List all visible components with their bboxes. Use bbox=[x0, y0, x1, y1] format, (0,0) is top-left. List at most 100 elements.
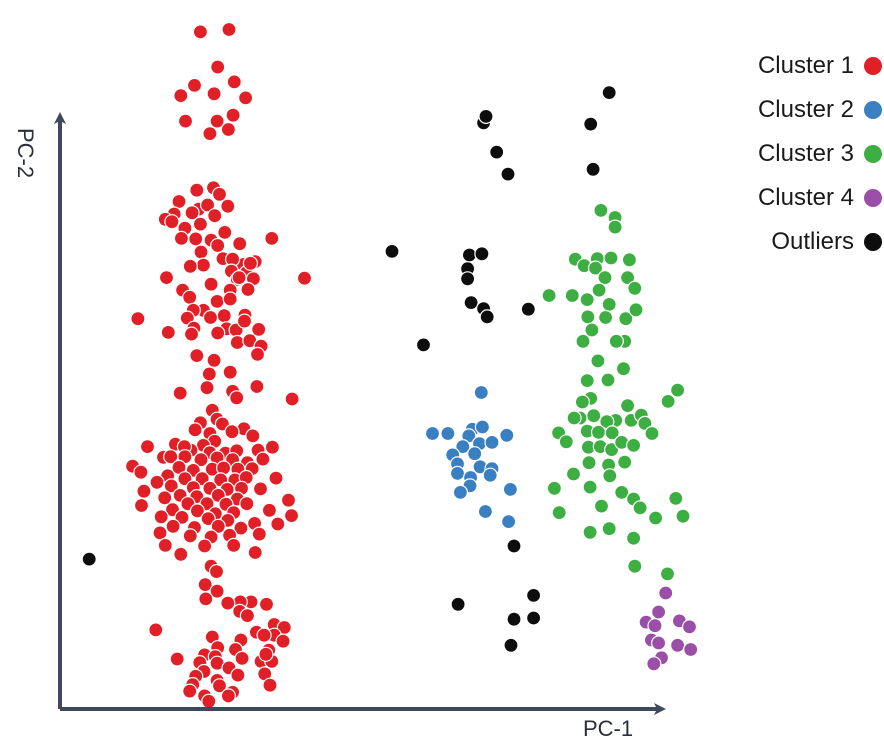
point-cluster-1-83 bbox=[284, 391, 300, 407]
point-cluster-3-33 bbox=[586, 408, 602, 424]
point-cluster-1-145 bbox=[280, 492, 297, 508]
point-cluster-3-15 bbox=[579, 292, 595, 308]
point-outliers-2 bbox=[478, 108, 494, 125]
point-cluster-3-37 bbox=[590, 424, 607, 440]
point-cluster-3-6 bbox=[603, 250, 619, 266]
point-cluster-3-27 bbox=[579, 373, 595, 389]
point-cluster-1-71 bbox=[229, 334, 245, 351]
point-cluster-1-198 bbox=[169, 651, 185, 667]
point-cluster-3-14 bbox=[564, 287, 580, 304]
legend-item-cluster-1: Cluster 1 bbox=[700, 50, 884, 94]
point-cluster-2-8 bbox=[499, 427, 515, 443]
point-outliers-11 bbox=[460, 271, 476, 287]
point-cluster-1-160 bbox=[210, 518, 226, 534]
point-cluster-1-33 bbox=[210, 237, 226, 254]
point-cluster-2-19 bbox=[452, 484, 468, 500]
legend-item-outliers: Outliers bbox=[700, 226, 884, 270]
point-cluster-4-8 bbox=[669, 637, 686, 653]
point-cluster-1-144 bbox=[239, 496, 255, 512]
point-cluster-1-11 bbox=[220, 121, 236, 138]
point-cluster-3-72 bbox=[659, 566, 676, 582]
point-cluster-1-215 bbox=[220, 688, 236, 704]
point-cluster-3-26 bbox=[615, 361, 632, 377]
point-cluster-3-7 bbox=[587, 260, 604, 276]
point-cluster-1-30 bbox=[173, 230, 189, 246]
point-cluster-2-1 bbox=[424, 425, 441, 442]
point-cluster-1-70 bbox=[251, 321, 267, 337]
point-cluster-1-120 bbox=[133, 464, 149, 480]
point-cluster-2-7 bbox=[484, 434, 500, 450]
point-cluster-2-20 bbox=[502, 481, 518, 497]
point-cluster-1-189 bbox=[256, 627, 272, 643]
point-cluster-1-112 bbox=[255, 451, 271, 467]
point-cluster-3-43 bbox=[669, 382, 686, 398]
point-cluster-1-49 bbox=[240, 281, 256, 298]
legend: Cluster 1 Cluster 2 Cluster 3 Cluster 4 Outl… bbox=[700, 50, 884, 270]
point-cluster-4-11 bbox=[646, 656, 662, 672]
point-cluster-1-27 bbox=[192, 216, 208, 232]
point-cluster-3-56 bbox=[565, 466, 582, 482]
point-cluster-2-4 bbox=[474, 419, 490, 435]
point-cluster-3-58 bbox=[602, 468, 618, 484]
point-cluster-3-55 bbox=[617, 454, 633, 470]
point-cluster-3-9 bbox=[621, 252, 638, 268]
legend-swatch bbox=[864, 145, 882, 163]
point-cluster-2-15 bbox=[449, 465, 466, 481]
point-cluster-1-211 bbox=[262, 677, 278, 693]
point-cluster-3-22 bbox=[584, 322, 600, 338]
legend-label: Cluster 3 bbox=[757, 140, 854, 167]
legend-label: Cluster 4 bbox=[757, 184, 854, 211]
point-cluster-1-17 bbox=[220, 198, 236, 214]
point-cluster-1-7 bbox=[238, 90, 254, 106]
legend-swatch bbox=[864, 233, 882, 251]
point-cluster-1-217 bbox=[182, 683, 198, 699]
point-cluster-3-53 bbox=[581, 455, 597, 471]
point-cluster-2-9 bbox=[455, 439, 471, 455]
point-cluster-1-2 bbox=[210, 59, 226, 75]
point-cluster-1-1 bbox=[221, 21, 237, 38]
point-cluster-3-42 bbox=[660, 393, 676, 409]
point-cluster-1-15 bbox=[211, 186, 228, 202]
point-cluster-3-17 bbox=[580, 309, 596, 325]
point-cluster-3-38 bbox=[604, 425, 620, 441]
point-cluster-3-2 bbox=[607, 219, 623, 235]
point-cluster-3-21 bbox=[575, 333, 591, 349]
point-cluster-3-71 bbox=[627, 558, 643, 574]
point-cluster-2-17 bbox=[482, 467, 498, 483]
point-cluster-1-55 bbox=[222, 291, 238, 307]
point-cluster-1-134 bbox=[252, 481, 269, 497]
point-cluster-1-79 bbox=[199, 380, 215, 396]
point-cluster-1-151 bbox=[261, 502, 277, 518]
point-cluster-3-64 bbox=[632, 500, 648, 516]
point-cluster-4-5 bbox=[681, 619, 698, 635]
point-cluster-1-153 bbox=[174, 509, 190, 526]
point-cluster-1-177 bbox=[198, 591, 214, 607]
point-cluster-1-45 bbox=[242, 255, 258, 271]
legend-swatch bbox=[864, 101, 882, 119]
point-outliers-18 bbox=[506, 538, 522, 554]
legend-label: Outliers bbox=[771, 228, 854, 255]
point-cluster-1-16 bbox=[171, 193, 187, 210]
point-cluster-2-0 bbox=[473, 384, 489, 401]
point-outliers-4 bbox=[489, 144, 505, 160]
point-cluster-1-68 bbox=[210, 325, 226, 341]
point-cluster-3-61 bbox=[546, 480, 563, 496]
point-cluster-1-8 bbox=[177, 113, 194, 129]
point-cluster-1-154 bbox=[200, 510, 216, 527]
point-cluster-1-127 bbox=[268, 470, 284, 486]
point-cluster-1-180 bbox=[258, 596, 275, 612]
point-cluster-1-9 bbox=[209, 113, 225, 129]
point-outliers-7 bbox=[384, 243, 400, 259]
point-outliers-5 bbox=[585, 161, 601, 177]
point-cluster-3-11 bbox=[627, 280, 643, 296]
point-cluster-3-68 bbox=[601, 521, 617, 537]
point-cluster-1-54 bbox=[209, 293, 225, 309]
point-cluster-1-5 bbox=[173, 87, 189, 104]
point-cluster-1-157 bbox=[283, 507, 300, 524]
point-cluster-1-63 bbox=[130, 311, 146, 327]
legend-swatch bbox=[864, 189, 882, 207]
point-cluster-3-46 bbox=[566, 410, 582, 426]
point-cluster-1-10 bbox=[225, 107, 241, 123]
point-cluster-1-171 bbox=[247, 544, 263, 561]
point-cluster-3-13 bbox=[601, 296, 617, 312]
